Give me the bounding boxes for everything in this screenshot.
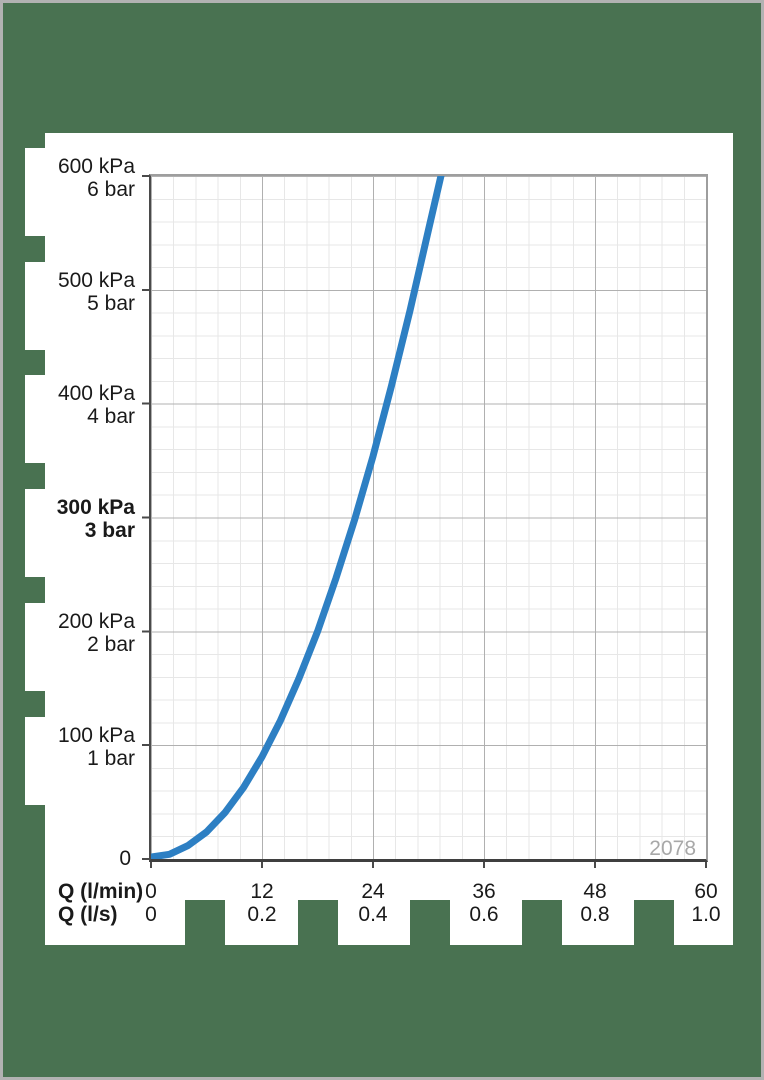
y-label-bar: 3 bar (84, 519, 135, 542)
x-unit-lmin: Q (l/min) (58, 880, 144, 903)
y-axis-label-400kpa: 400 kPa 4 bar (25, 375, 139, 463)
y-axis-label-600kpa: 600 kPa 6 bar (25, 148, 139, 236)
x-axis-tick-48: 48 0.8 (550, 880, 640, 926)
pressure-curve (151, 176, 445, 859)
y-axis-label-200kpa: 200 kPa 2 bar (25, 603, 139, 691)
x-tick-lmin: 24 (361, 880, 385, 903)
y-label-kpa: 300 kPa (56, 496, 135, 519)
y-axis-label-100kpa: 100 kPa 1 bar (25, 717, 139, 805)
x-tick-lmin: 48 (583, 880, 607, 903)
y-label-kpa: 100 kPa (57, 724, 135, 747)
x-tick-ls: 0 (145, 903, 157, 926)
y-axis-label-zero: 0 (119, 847, 131, 870)
x-tick-ls: 0.8 (580, 903, 610, 926)
y-axis-label-300kpa: 300 kPa 3 bar (25, 489, 139, 577)
x-tick-lmin: 12 (250, 880, 274, 903)
x-unit-ls: Q (l/s) (58, 903, 118, 926)
x-axis-label-strip (45, 881, 733, 945)
x-axis-tick-12: 12 0.2 (217, 880, 307, 926)
x-tick-ls: 0.6 (469, 903, 499, 926)
y-label-bar: 5 bar (87, 292, 135, 315)
y-label-kpa: 600 kPa (57, 155, 135, 178)
y-axis-tick-marks (142, 175, 149, 860)
y-label-kpa: 400 kPa (57, 382, 135, 405)
x-axis-tick-60: 60 1.0 (661, 880, 751, 926)
axis-units-header: Q (l/min) Q (l/s) (58, 880, 143, 926)
bottom-notch (410, 900, 450, 945)
x-tick-ls: 0.4 (358, 903, 388, 926)
pressure-curve-path (151, 176, 445, 859)
x-axis-tick-24: 24 0.4 (328, 880, 418, 926)
bottom-notch (522, 900, 562, 945)
x-axis-tick-0: 0 0 (106, 880, 196, 926)
x-tick-ls: 0.2 (247, 903, 277, 926)
x-tick-lmin: 60 (694, 880, 718, 903)
y-label-bar: 4 bar (87, 405, 135, 428)
plot-area (149, 174, 708, 862)
x-tick-lmin: 36 (472, 880, 496, 903)
y-label-bar: 1 bar (87, 747, 135, 770)
bottom-notch (298, 900, 338, 945)
x-axis-tick-36: 36 0.6 (439, 880, 529, 926)
curve-number-label: 2078 (649, 837, 696, 860)
y-axis-label-500kpa: 500 kPa 5 bar (25, 262, 139, 350)
bottom-notch (634, 900, 674, 945)
x-tick-lmin: 0 (145, 880, 157, 903)
x-axis-tick-marks (150, 862, 708, 868)
x-tick-ls: 1.0 (691, 903, 721, 926)
y-label-kpa: 500 kPa (57, 269, 135, 292)
y-label-bar: 6 bar (87, 178, 135, 201)
y-label-kpa: 200 kPa (57, 610, 135, 633)
y-label-bar: 2 bar (87, 633, 135, 656)
bottom-notch (185, 900, 225, 945)
